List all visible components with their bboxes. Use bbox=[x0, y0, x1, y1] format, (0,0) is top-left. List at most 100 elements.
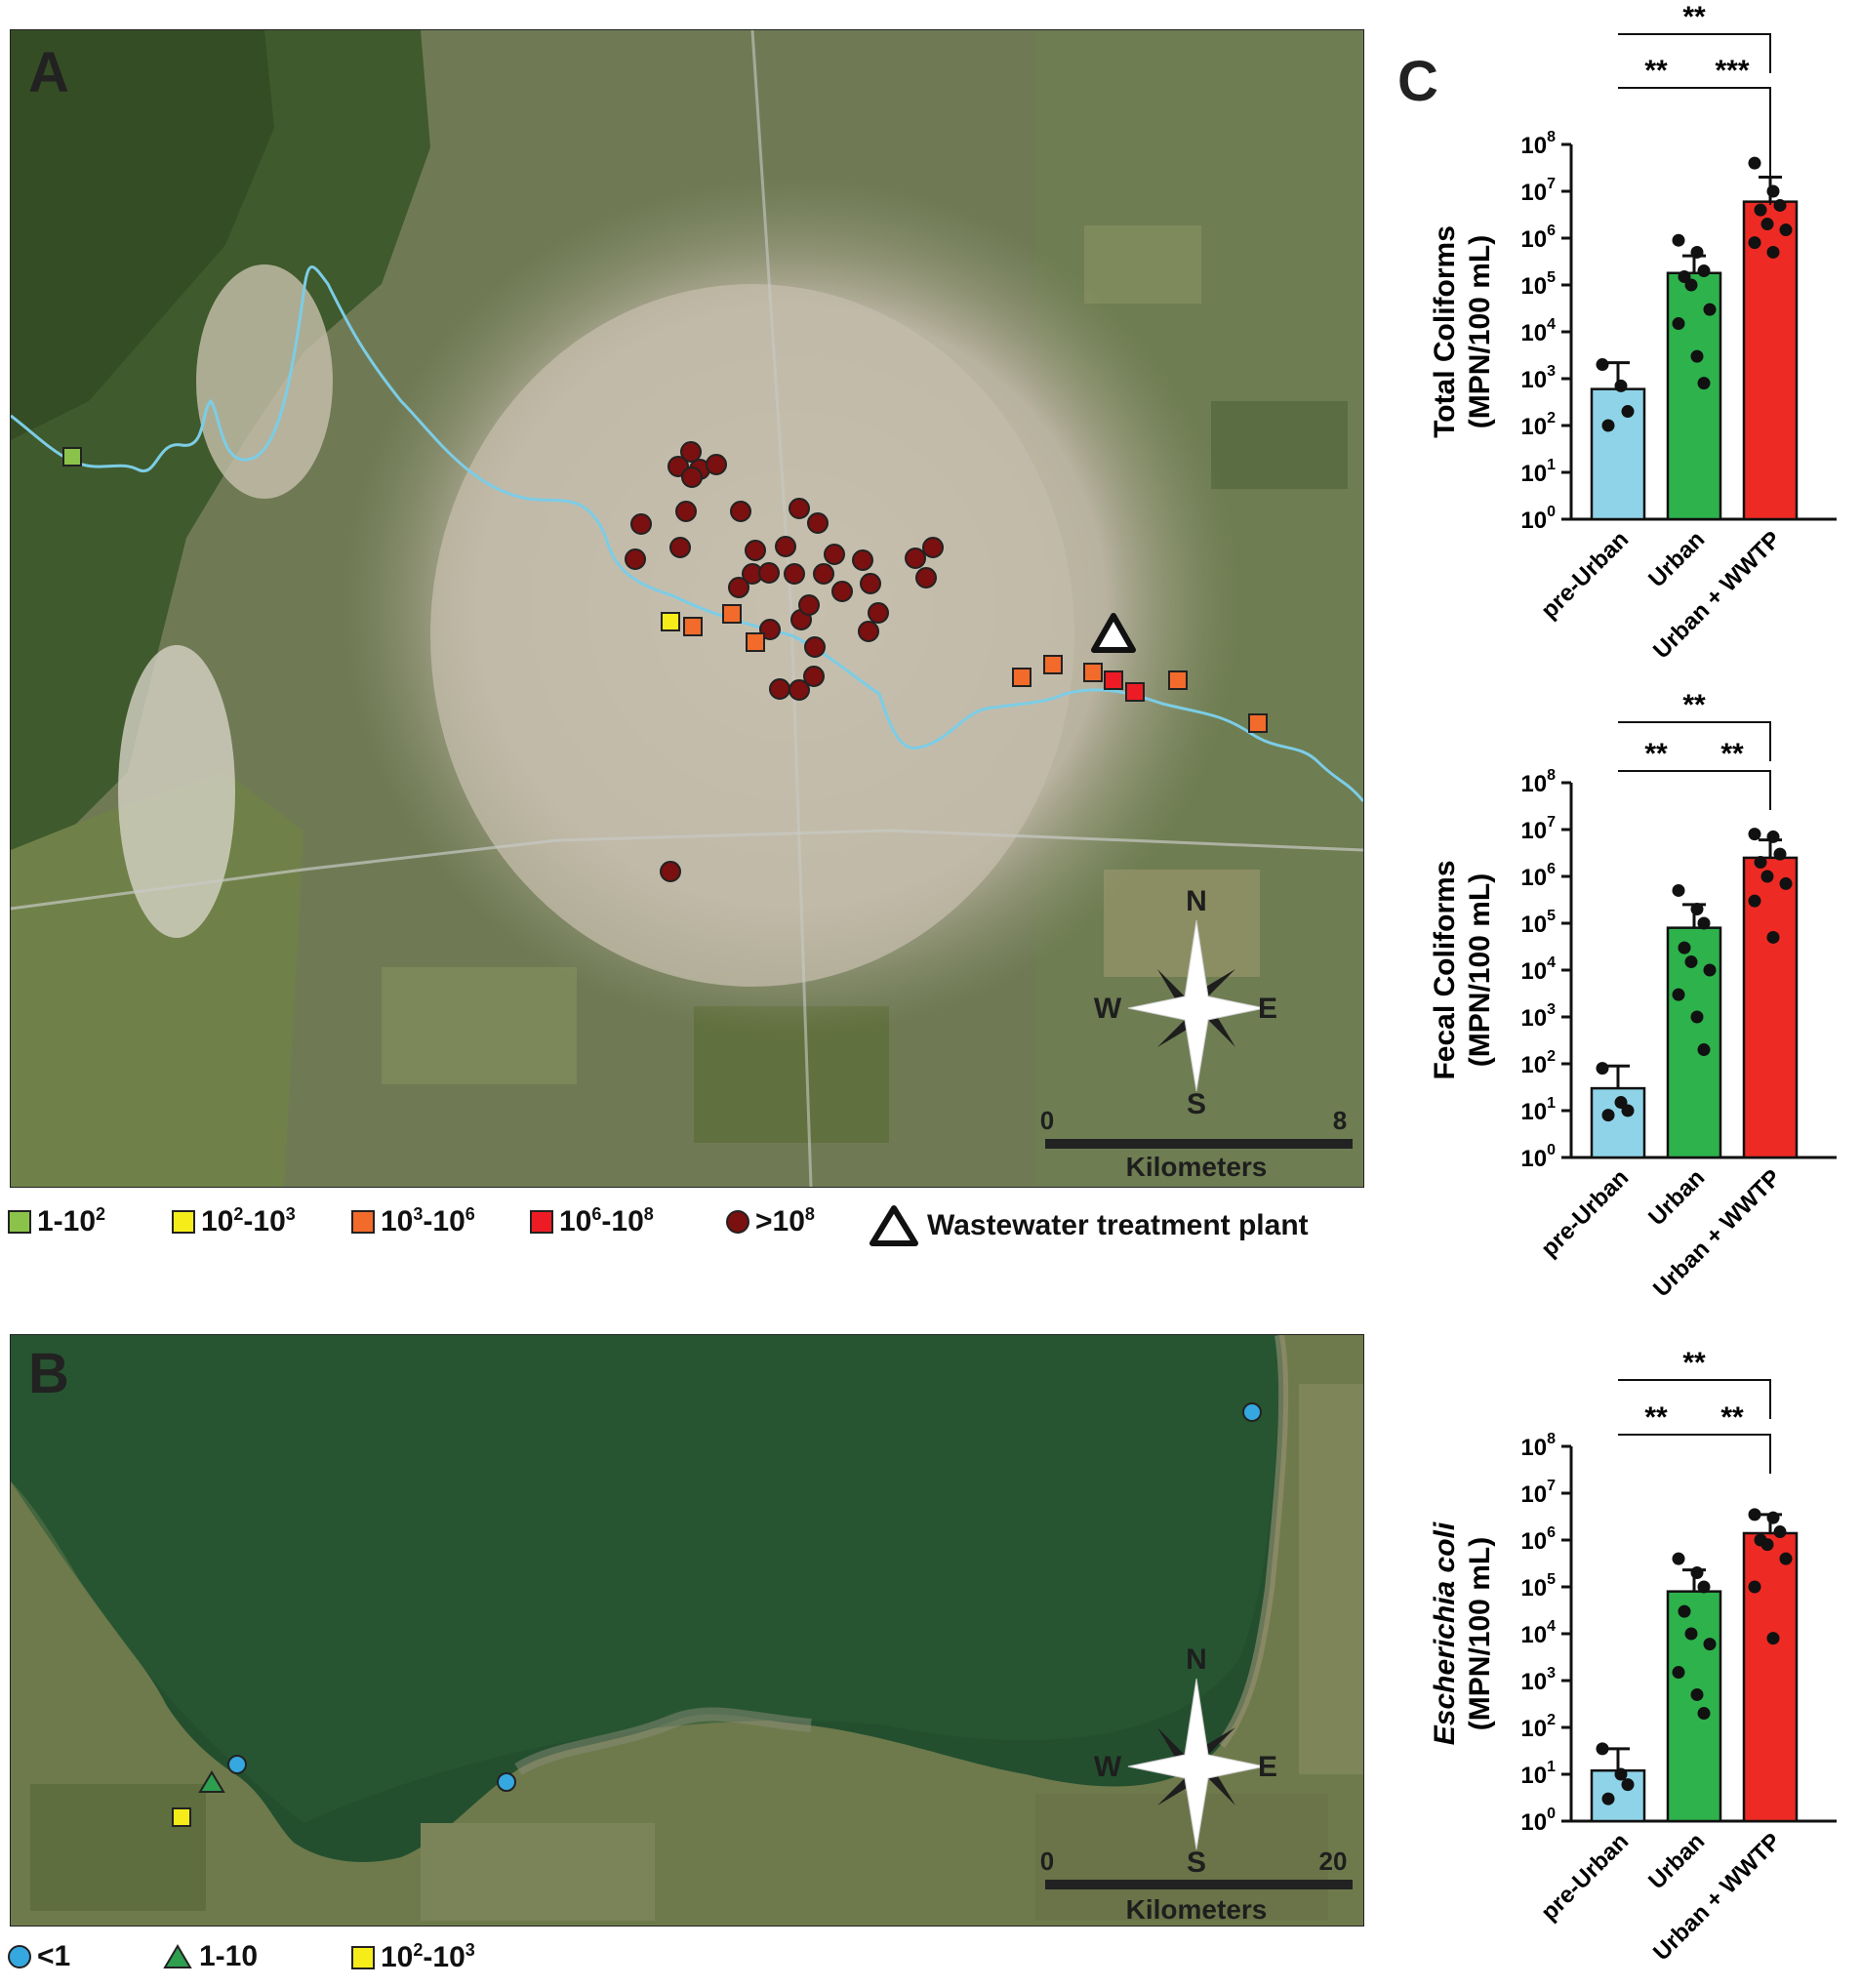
data-point bbox=[1678, 941, 1691, 954]
yellow-square-icon bbox=[172, 1209, 195, 1234]
x-tick-label: Urban + WWTP bbox=[1648, 1164, 1786, 1302]
legend-item-a0: 1-102 bbox=[8, 1204, 105, 1238]
data-point bbox=[1703, 303, 1717, 316]
data-point bbox=[1773, 1525, 1787, 1539]
site-marker-high bbox=[728, 577, 749, 598]
red-square-icon bbox=[530, 1209, 553, 1234]
map-panel-a: A N S E W 0 8 Kilometers bbox=[10, 29, 1364, 1188]
site-marker-high bbox=[915, 567, 937, 588]
significance-label: ** bbox=[1720, 1401, 1744, 1434]
site-marker-square bbox=[661, 612, 680, 631]
site-marker-high bbox=[784, 563, 805, 585]
compass-e-b: E bbox=[1258, 1751, 1277, 1783]
site-marker-square bbox=[62, 447, 82, 467]
data-point bbox=[1697, 1580, 1711, 1594]
data-point bbox=[1748, 828, 1761, 841]
site-marker-high bbox=[922, 537, 944, 558]
y-axis-unit: (MPN/100 mL) bbox=[1464, 1537, 1496, 1730]
data-point bbox=[1678, 1604, 1691, 1618]
y-tick-label: 106 bbox=[1520, 861, 1556, 891]
satellite-map-a bbox=[11, 30, 1363, 1187]
y-tick-label: 108 bbox=[1520, 767, 1556, 797]
site-marker-high bbox=[758, 562, 780, 584]
data-point bbox=[1690, 903, 1704, 916]
scale-start-a: 0 bbox=[1040, 1106, 1054, 1135]
wwtp-legend-label: Wastewater treatment plant bbox=[927, 1209, 1309, 1241]
data-point bbox=[1766, 1511, 1780, 1524]
y-axis-label: Total Coliforms bbox=[1429, 225, 1461, 438]
site-marker-high bbox=[860, 573, 881, 594]
dark-red-circle-icon bbox=[726, 1209, 749, 1234]
data-point bbox=[1748, 236, 1761, 250]
bar bbox=[1742, 856, 1799, 1159]
data-point bbox=[1773, 198, 1787, 212]
yellow-square-icon-b bbox=[351, 1945, 375, 1969]
satellite-map-b bbox=[11, 1335, 1363, 1926]
wwtp-marker bbox=[1091, 613, 1136, 653]
data-point bbox=[1596, 358, 1609, 372]
site-marker-square bbox=[746, 632, 765, 652]
y-tick-label: 101 bbox=[1520, 1095, 1556, 1125]
y-tick-label: 108 bbox=[1520, 129, 1556, 159]
data-point bbox=[1601, 1109, 1615, 1122]
site-marker-square bbox=[722, 604, 742, 624]
compass-s: S bbox=[1187, 1088, 1206, 1116]
data-point bbox=[1748, 156, 1761, 170]
data-point bbox=[1697, 1043, 1711, 1057]
y-tick-label: 102 bbox=[1520, 1048, 1556, 1078]
legend-item-wwtp: Wastewater treatment plant bbox=[867, 1204, 1309, 1247]
site-marker-high bbox=[681, 467, 703, 488]
data-point bbox=[1779, 876, 1793, 890]
site-marker-high bbox=[798, 594, 820, 616]
data-point bbox=[1672, 317, 1685, 331]
site-marker-high bbox=[630, 513, 652, 535]
data-point bbox=[1773, 847, 1787, 861]
compass-n-b: N bbox=[1186, 1643, 1207, 1676]
significance-bracket bbox=[1618, 1379, 1771, 1419]
compass-w-b: W bbox=[1094, 1751, 1122, 1783]
data-point bbox=[1703, 1638, 1717, 1651]
data-point bbox=[1621, 1104, 1635, 1117]
data-point bbox=[1760, 218, 1774, 231]
site-marker-square bbox=[1012, 668, 1032, 687]
data-point bbox=[1601, 419, 1615, 432]
y-tick-label: 102 bbox=[1520, 410, 1556, 440]
legend-item-a1: 102-103 bbox=[172, 1204, 296, 1238]
site-marker-high bbox=[730, 501, 751, 522]
panel-label-a: A bbox=[28, 41, 69, 104]
site-marker-high bbox=[669, 537, 691, 558]
data-point bbox=[1690, 1010, 1704, 1024]
data-point bbox=[1690, 1687, 1704, 1701]
y-tick-label: 100 bbox=[1520, 504, 1556, 534]
y-axis-label: Escherichia coli bbox=[1429, 1521, 1461, 1745]
site-marker-triangle bbox=[198, 1770, 225, 1793]
site-marker-high bbox=[807, 512, 829, 534]
data-point bbox=[1621, 1778, 1635, 1792]
site-marker-square bbox=[1104, 670, 1123, 690]
data-point bbox=[1684, 1627, 1698, 1641]
chart-escherichia-coli: Escherichia coli (MPN/100 mL) 100 101 102 103… bbox=[1405, 1327, 1861, 1983]
significance-label: ** bbox=[1682, 1347, 1706, 1379]
significance-bracket bbox=[1618, 33, 1771, 73]
significance-bracket bbox=[1618, 721, 1771, 761]
data-point bbox=[1779, 1552, 1793, 1565]
legend-map-a: 1-102 102-103 103-106 106-108 >108 Waste… bbox=[8, 1204, 1374, 1246]
y-tick-label: 107 bbox=[1520, 814, 1556, 844]
scale-end-a: 8 bbox=[1333, 1106, 1347, 1135]
site-marker-high bbox=[675, 501, 697, 522]
site-marker-high bbox=[905, 548, 926, 569]
site-marker-square bbox=[1125, 682, 1145, 702]
x-tick-label: Urban bbox=[1643, 1828, 1710, 1894]
significance-label: ** bbox=[1682, 1, 1706, 33]
data-point bbox=[1754, 856, 1767, 870]
green-square-icon bbox=[8, 1209, 31, 1234]
y-axis-label: Fecal Coliforms bbox=[1429, 860, 1461, 1079]
data-point bbox=[1672, 1552, 1685, 1565]
data-point bbox=[1690, 245, 1704, 259]
site-marker-square bbox=[1168, 670, 1188, 690]
data-point bbox=[1690, 1566, 1704, 1580]
compass-rose-a: N S E W bbox=[1094, 885, 1277, 1116]
y-tick-label: 106 bbox=[1520, 223, 1556, 253]
legend-item-b0: <1 bbox=[8, 1940, 70, 1973]
compass-n: N bbox=[1186, 885, 1207, 917]
